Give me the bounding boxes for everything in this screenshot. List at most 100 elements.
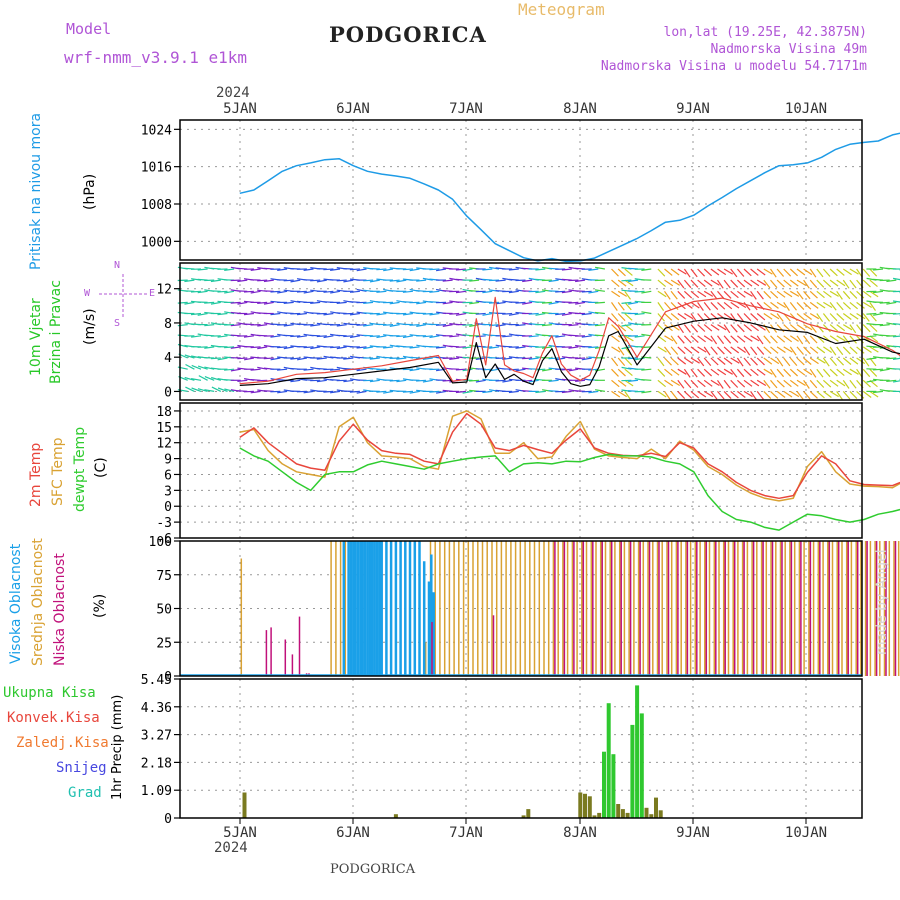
wind-arrow	[816, 301, 826, 309]
wind-arrow	[856, 357, 866, 365]
wind-arrow	[290, 300, 301, 303]
legend-snow: Snijeg	[56, 760, 107, 776]
precip-bar	[616, 804, 621, 818]
wind-arrow	[770, 390, 779, 399]
wind-arrow	[677, 346, 686, 355]
wind-arrow	[763, 301, 772, 310]
wind-arrow	[730, 379, 739, 388]
wind-arrow	[611, 279, 620, 288]
legend-hail: Grad	[68, 785, 102, 801]
wind-arrow	[842, 346, 851, 355]
wind-arrow	[842, 313, 852, 320]
wind-arrow	[866, 335, 877, 338]
precip-bar	[592, 815, 597, 818]
wind-arrow	[197, 365, 208, 370]
wind-arrow	[330, 368, 341, 371]
wind-arrow	[862, 379, 871, 388]
x-tick-label-bottom: 7JAN	[449, 825, 483, 841]
wind-arrow	[683, 335, 692, 344]
wind-arrow	[756, 346, 765, 355]
wind-arrow	[657, 390, 667, 398]
wind-arrow	[416, 301, 427, 305]
wind-arrow	[270, 290, 281, 293]
wind-arrow	[515, 368, 526, 372]
wind-arrow	[703, 390, 714, 398]
wind-arrow	[416, 324, 427, 327]
wind-arrow	[641, 268, 652, 271]
wind-arrow	[409, 368, 420, 372]
wind-arrow	[664, 346, 672, 356]
wind-arrow	[296, 312, 307, 316]
wind-arrow	[697, 390, 707, 398]
wind-arrow	[703, 302, 711, 311]
wind-arrow	[257, 346, 268, 350]
wind-arrow	[862, 357, 870, 367]
wind-arrow	[594, 266, 606, 270]
wind-arrow	[455, 312, 467, 316]
wind-arrow	[462, 268, 473, 272]
wind-arrow	[803, 279, 810, 289]
wind-arrow	[469, 301, 480, 305]
wind-arrow	[763, 368, 773, 375]
wind-arrow	[617, 368, 626, 377]
wind-arrow	[809, 324, 817, 333]
wind-arrow	[224, 268, 235, 271]
wind-arrow	[756, 313, 766, 321]
wind-arrow	[184, 279, 195, 283]
wind-arrow	[594, 311, 605, 315]
wind-arrow	[436, 368, 447, 372]
wind-arrow	[416, 279, 427, 282]
wind-arrow	[296, 335, 307, 338]
wind-arrow	[829, 313, 838, 322]
wind-arrow	[684, 301, 693, 309]
dewpt-temp-line	[239, 447, 900, 531]
wind-arrow	[263, 357, 274, 360]
wind-arrow	[730, 290, 739, 299]
wind-arrow	[611, 390, 621, 398]
wind-arrow	[796, 324, 806, 331]
wind-arrow	[611, 302, 618, 311]
wind-arrow	[316, 357, 327, 360]
wind-arrow	[856, 301, 865, 309]
wind-arrow	[389, 279, 400, 282]
wind-arrow	[829, 357, 838, 366]
wind-arrow	[548, 357, 559, 360]
wind-arrow	[330, 390, 341, 394]
wind-arrow	[462, 368, 473, 372]
wind-arrow	[429, 335, 440, 339]
wind-arrow	[389, 301, 400, 305]
wind-arrow	[816, 368, 824, 378]
wind-arrow	[763, 313, 773, 320]
wind-arrow	[763, 335, 771, 344]
wind-arrow	[796, 346, 804, 355]
wind-arrow	[750, 290, 757, 300]
wind-arrow	[849, 357, 859, 365]
wind-arrow	[190, 290, 202, 293]
wind-arrow	[849, 335, 857, 344]
wind-arrow	[717, 368, 727, 376]
wind-arrow	[664, 268, 673, 276]
wind-arrow	[703, 324, 713, 332]
wind-arrow	[277, 268, 288, 271]
wind-arrow	[323, 390, 334, 393]
wind-arrow	[670, 313, 680, 321]
wind-arrow	[670, 335, 678, 345]
wind-arrow	[789, 290, 800, 297]
wind-arrow	[892, 345, 900, 348]
wind-arrow	[356, 346, 367, 349]
wind-arrow	[809, 390, 818, 399]
wind-arrow	[750, 357, 758, 366]
wind-arrow	[803, 313, 812, 320]
wind-arrow	[862, 390, 872, 398]
wind-arrow	[323, 312, 334, 316]
wind-arrow	[723, 279, 731, 289]
wind-arrow	[829, 335, 839, 342]
wind-arrow	[588, 368, 599, 371]
y-tick-label: 3	[164, 484, 172, 499]
wind-arrow	[796, 279, 806, 286]
wind-arrow	[416, 379, 427, 382]
wind-arrow	[316, 279, 327, 283]
wind-arrow	[789, 379, 799, 387]
wind-arrow	[763, 279, 771, 289]
wind-arrow	[617, 290, 628, 297]
